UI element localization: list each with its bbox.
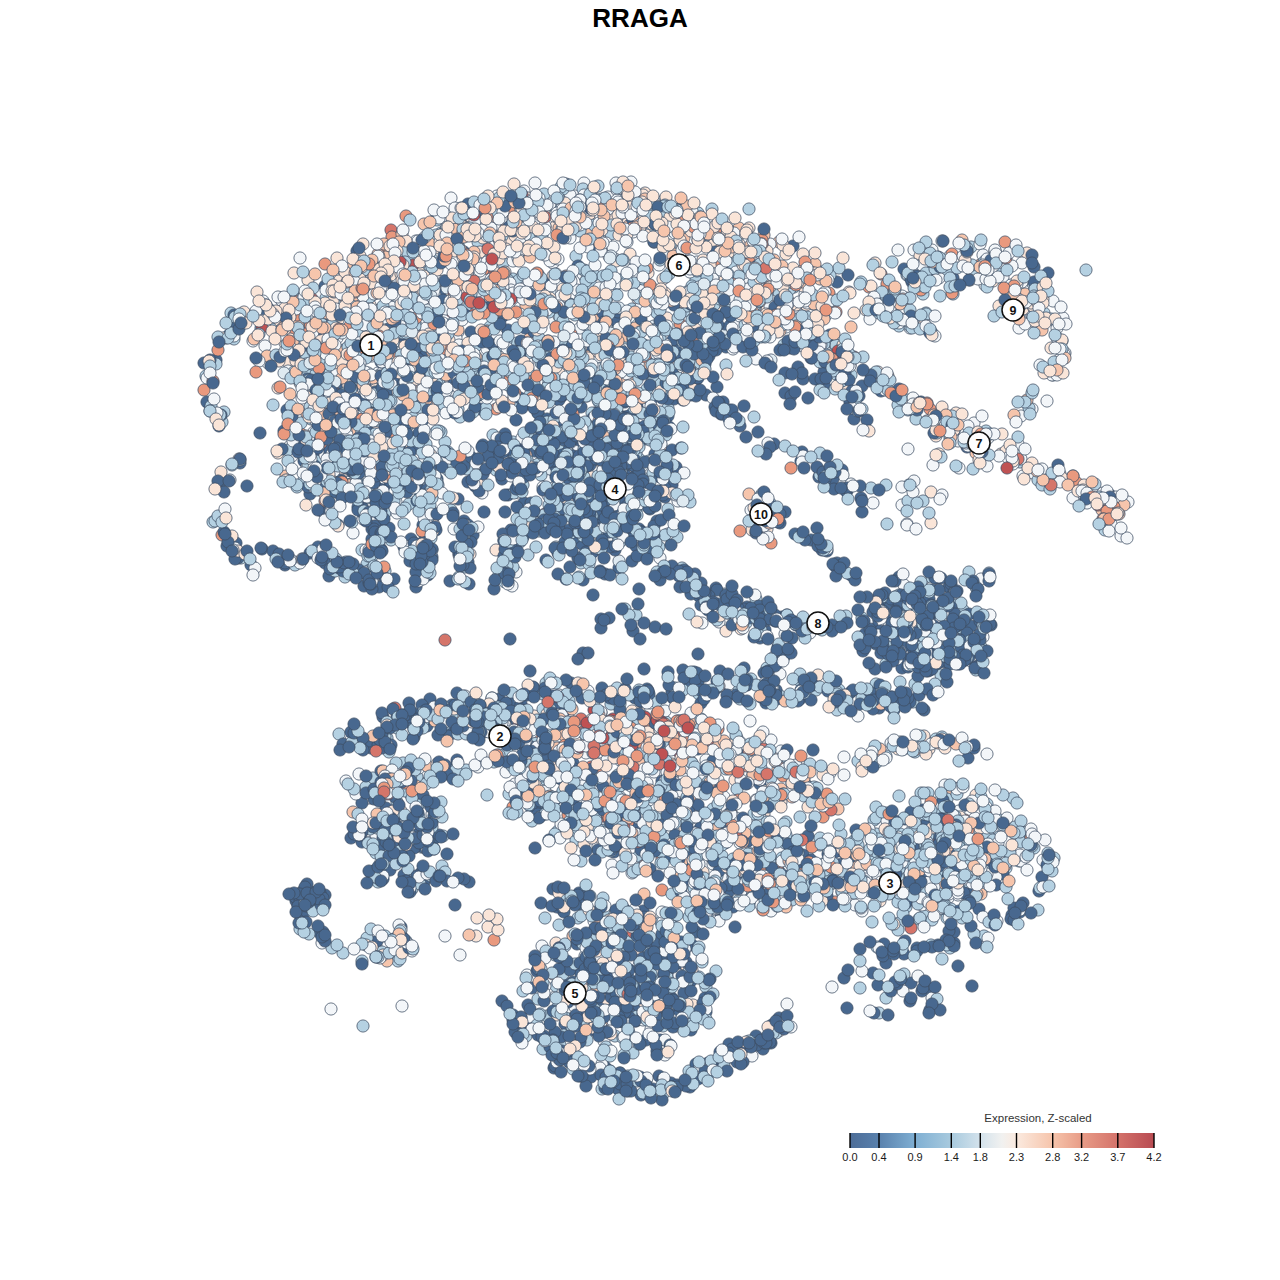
svg-text:10: 10 — [754, 508, 768, 522]
svg-text:4.2: 4.2 — [1146, 1151, 1161, 1163]
svg-text:1.4: 1.4 — [944, 1151, 959, 1163]
svg-text:0.4: 0.4 — [871, 1151, 886, 1163]
svg-text:Expression, Z-scaled: Expression, Z-scaled — [984, 1112, 1091, 1124]
svg-text:4: 4 — [612, 483, 619, 497]
svg-text:0.9: 0.9 — [907, 1151, 922, 1163]
svg-text:3.2: 3.2 — [1074, 1151, 1089, 1163]
svg-text:7: 7 — [976, 437, 983, 451]
svg-text:3: 3 — [887, 877, 894, 891]
svg-text:5: 5 — [572, 987, 579, 1001]
svg-text:2.3: 2.3 — [1009, 1151, 1024, 1163]
svg-text:2.8: 2.8 — [1045, 1151, 1060, 1163]
svg-text:0.0: 0.0 — [842, 1151, 857, 1163]
svg-text:8: 8 — [815, 617, 822, 631]
svg-text:9: 9 — [1010, 304, 1017, 318]
svg-text:1: 1 — [368, 339, 375, 353]
svg-text:2: 2 — [497, 730, 504, 744]
svg-text:6: 6 — [676, 259, 683, 273]
svg-text:3.7: 3.7 — [1110, 1151, 1125, 1163]
svg-text:1.8: 1.8 — [973, 1151, 988, 1163]
svg-text:RRAGA: RRAGA — [592, 3, 688, 33]
